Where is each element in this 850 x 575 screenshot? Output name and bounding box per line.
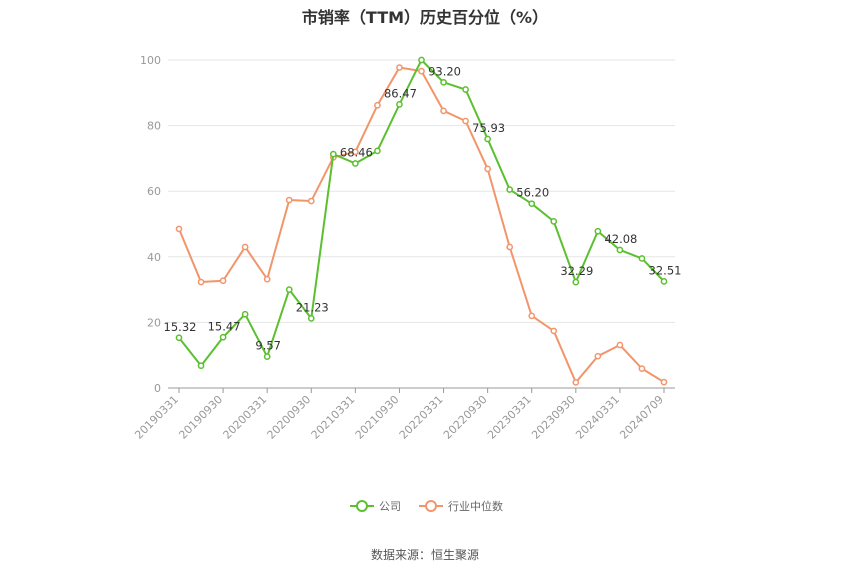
series-line-company xyxy=(178,59,665,367)
data-point-company xyxy=(440,78,447,86)
legend-marker-icon xyxy=(425,500,437,512)
y-tick-label: 80 xyxy=(147,120,161,133)
data-point-company xyxy=(462,86,469,93)
series-line-industry-median xyxy=(178,66,665,384)
data-label: 56.20 xyxy=(516,186,549,200)
x-tick-label: 20220331 xyxy=(397,393,446,442)
data-label: 32.29 xyxy=(560,264,593,278)
chart-title: 市销率（TTM）历史百分位（%） xyxy=(301,8,549,27)
data-point-company xyxy=(572,278,580,286)
data-point-company xyxy=(329,150,337,158)
y-tick-label: 40 xyxy=(147,251,161,264)
y-tick-label: 0 xyxy=(154,382,161,395)
data-point-industry-median xyxy=(440,107,447,115)
data-label: 32.51 xyxy=(649,263,682,277)
data-label: 68.46 xyxy=(340,145,373,159)
data-label: 9.57 xyxy=(255,339,281,353)
data-point-company xyxy=(506,186,514,193)
data-label: 75.93 xyxy=(472,121,505,135)
data-label: 15.32 xyxy=(164,320,197,334)
x-tick-label: 20240709 xyxy=(617,393,666,442)
x-tick-label: 20210331 xyxy=(309,393,358,442)
data-point-company xyxy=(418,56,425,64)
x-tick-label: 20240331 xyxy=(573,393,622,442)
legend-layer[interactable]: 公司 行业中位数 xyxy=(350,499,503,513)
x-tick-label: 20200331 xyxy=(221,393,270,442)
x-tick-label: 20190331 xyxy=(132,393,181,442)
legend-item-industry-median[interactable]: 行业中位数 xyxy=(419,499,503,513)
data-point-industry-median xyxy=(660,378,668,386)
data-point-company xyxy=(594,227,602,235)
data-label: 15.47 xyxy=(208,319,241,333)
y-tick-label: 20 xyxy=(147,316,161,329)
data-point-industry-median xyxy=(462,117,469,125)
data-point-company xyxy=(396,101,403,108)
y-tick-label: 100 xyxy=(140,54,161,67)
data-point-company xyxy=(197,362,205,370)
data-point-industry-median xyxy=(241,243,249,251)
x-tick-label: 20190930 xyxy=(176,393,225,442)
data-point-company xyxy=(484,135,491,143)
data-point-industry-median xyxy=(484,165,491,173)
data-point-company xyxy=(219,333,227,341)
data-point-company xyxy=(241,310,249,318)
x-tick-label: 20220930 xyxy=(441,393,490,442)
data-label: 93.20 xyxy=(428,64,461,78)
data-point-industry-median xyxy=(616,341,624,349)
data-source: 数据来源：恒生聚源 xyxy=(370,548,479,562)
data-point-company xyxy=(374,147,381,155)
x-tick-label: 20210930 xyxy=(353,393,402,442)
data-label: 21.23 xyxy=(296,300,329,314)
legend-label: 公司 xyxy=(379,500,401,513)
data-point-company xyxy=(616,246,624,254)
data-point-industry-median xyxy=(175,225,183,233)
data-point-company xyxy=(307,315,315,322)
data-point-industry-median xyxy=(528,312,536,320)
data-point-company xyxy=(528,200,536,208)
data-point-industry-median xyxy=(197,278,205,286)
data-point-industry-median xyxy=(285,196,293,204)
x-tick-label: 20200930 xyxy=(265,393,314,442)
data-point-company xyxy=(263,353,271,360)
data-point-industry-median xyxy=(263,275,271,283)
data-label: 42.08 xyxy=(604,232,637,246)
data-point-industry-median xyxy=(506,243,514,251)
legend-marker-icon xyxy=(356,500,368,512)
data-point-industry-median xyxy=(374,101,381,109)
data-point-company xyxy=(285,286,293,293)
legend-item-company[interactable]: 公司 xyxy=(350,500,401,513)
data-point-company xyxy=(175,334,183,342)
grid-layer xyxy=(168,59,675,323)
data-point-industry-median xyxy=(307,197,315,205)
data-point-company xyxy=(550,218,558,225)
data-point-industry-median xyxy=(638,365,646,372)
data-point-industry-median xyxy=(572,379,580,386)
y-tick-label: 60 xyxy=(147,185,161,198)
series-layer xyxy=(175,56,668,386)
data-label: 86.47 xyxy=(384,86,417,100)
label-layer: 15.32 15.47 9.57 21.23 68.46 86.47 93.20 75.93 5… xyxy=(164,64,682,352)
data-point-company xyxy=(660,278,668,285)
data-point-industry-median xyxy=(219,277,227,285)
data-point-industry-median xyxy=(594,352,602,360)
x-tick-label: 20230930 xyxy=(529,393,578,442)
data-point-industry-median xyxy=(550,327,558,335)
data-point-industry-median xyxy=(352,148,359,156)
data-point-industry-median xyxy=(418,67,425,75)
x-tick-label: 20230331 xyxy=(485,393,534,442)
legend-label: 行业中位数 xyxy=(448,499,503,513)
axis-layer: 0 20 40 60 80 100 2019033120190930202003312020… xyxy=(132,54,675,442)
data-point-company xyxy=(638,255,646,262)
data-point-industry-median xyxy=(396,64,403,71)
data-point-company xyxy=(352,160,359,167)
